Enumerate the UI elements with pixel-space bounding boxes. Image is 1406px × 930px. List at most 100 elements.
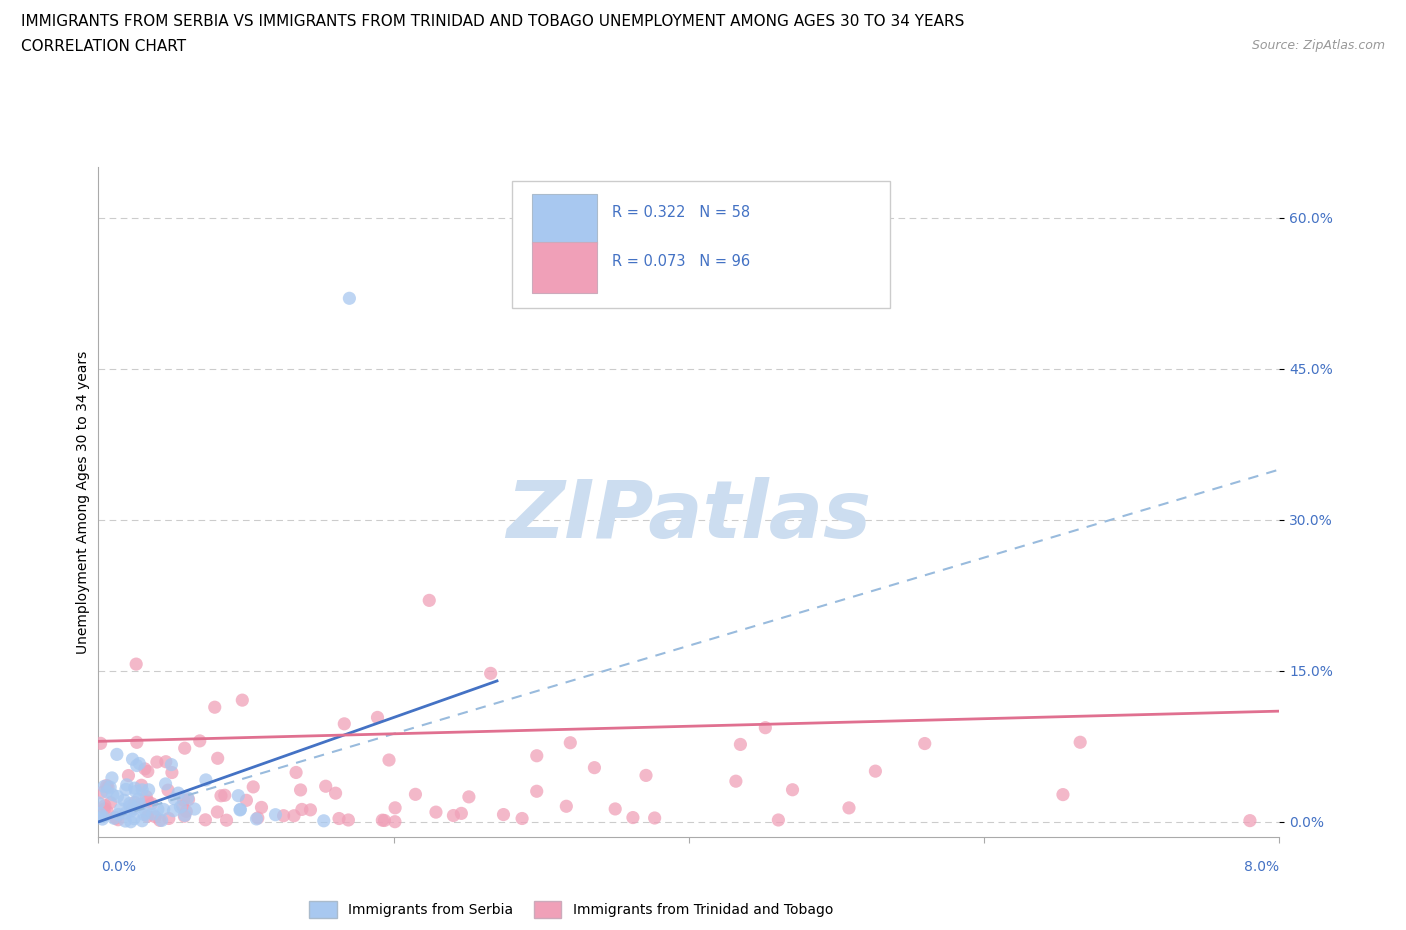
Point bbox=[242, 779, 264, 794]
Point bbox=[142, 806, 165, 821]
Point bbox=[188, 734, 211, 749]
Point bbox=[337, 291, 360, 306]
Point bbox=[87, 795, 110, 810]
FancyBboxPatch shape bbox=[512, 180, 890, 308]
Point bbox=[89, 806, 111, 821]
Point bbox=[273, 808, 295, 823]
Point bbox=[865, 764, 887, 778]
Point bbox=[1239, 813, 1261, 828]
Point bbox=[404, 787, 426, 802]
Point bbox=[209, 789, 232, 804]
Point bbox=[104, 811, 127, 826]
Point bbox=[730, 737, 752, 751]
Point bbox=[143, 809, 166, 824]
Point bbox=[118, 796, 141, 811]
Point bbox=[291, 802, 314, 817]
Point bbox=[136, 793, 159, 808]
Text: IMMIGRANTS FROM SERBIA VS IMMIGRANTS FROM TRINIDAD AND TOBAGO UNEMPLOYMENT AMONG: IMMIGRANTS FROM SERBIA VS IMMIGRANTS FRO… bbox=[21, 14, 965, 29]
Point bbox=[127, 791, 149, 806]
Point bbox=[115, 777, 138, 792]
Point bbox=[204, 699, 226, 714]
Point bbox=[163, 791, 186, 806]
Point bbox=[246, 811, 269, 826]
Point bbox=[194, 773, 217, 788]
Point bbox=[120, 804, 142, 818]
Point bbox=[122, 801, 145, 816]
Point bbox=[122, 811, 145, 826]
Point bbox=[183, 802, 205, 817]
Point bbox=[136, 764, 159, 779]
Point bbox=[173, 740, 195, 755]
Point bbox=[229, 803, 252, 817]
Point bbox=[337, 813, 360, 828]
Text: CORRELATION CHART: CORRELATION CHART bbox=[21, 39, 186, 54]
Text: 0.0%: 0.0% bbox=[101, 860, 136, 874]
Point bbox=[150, 813, 173, 828]
Point bbox=[250, 800, 273, 815]
Text: ZIPatlas: ZIPatlas bbox=[506, 476, 872, 554]
Text: Source: ZipAtlas.com: Source: ZipAtlas.com bbox=[1251, 39, 1385, 52]
Point bbox=[96, 784, 118, 799]
Point bbox=[526, 749, 548, 764]
Point bbox=[174, 804, 197, 818]
Point bbox=[135, 789, 157, 804]
Point bbox=[101, 770, 124, 785]
Point bbox=[91, 812, 114, 827]
Point bbox=[583, 760, 606, 775]
Point bbox=[146, 802, 169, 817]
Point bbox=[112, 792, 135, 807]
Point bbox=[312, 814, 335, 829]
Point bbox=[114, 805, 136, 820]
Point bbox=[450, 806, 472, 821]
Point bbox=[124, 780, 146, 795]
Point bbox=[138, 782, 160, 797]
Point bbox=[160, 765, 183, 780]
Point bbox=[155, 754, 177, 769]
Point bbox=[146, 754, 169, 769]
Point bbox=[245, 812, 267, 827]
Point bbox=[124, 784, 146, 799]
FancyBboxPatch shape bbox=[531, 243, 596, 293]
Point bbox=[555, 799, 578, 814]
Text: R = 0.073   N = 96: R = 0.073 N = 96 bbox=[612, 254, 751, 269]
Point bbox=[333, 716, 356, 731]
Point bbox=[93, 779, 115, 794]
Point bbox=[526, 784, 548, 799]
Point bbox=[105, 747, 128, 762]
Point bbox=[128, 756, 150, 771]
Point bbox=[124, 795, 146, 810]
Point bbox=[152, 802, 174, 817]
Point bbox=[96, 778, 118, 793]
Point bbox=[120, 815, 142, 830]
Point bbox=[120, 799, 142, 814]
Point bbox=[441, 808, 464, 823]
Point bbox=[768, 813, 790, 828]
Point bbox=[100, 795, 122, 810]
Point bbox=[231, 693, 253, 708]
Point bbox=[141, 796, 163, 811]
Point bbox=[299, 803, 322, 817]
Point bbox=[132, 807, 155, 822]
Point bbox=[131, 814, 153, 829]
Point bbox=[229, 802, 252, 817]
Point bbox=[226, 789, 249, 804]
Point bbox=[169, 800, 191, 815]
Point bbox=[325, 786, 347, 801]
Point bbox=[117, 768, 139, 783]
Point bbox=[510, 811, 533, 826]
Point bbox=[418, 593, 440, 608]
Point bbox=[90, 785, 112, 800]
Point bbox=[101, 787, 124, 802]
Point bbox=[290, 782, 312, 797]
Point bbox=[107, 807, 129, 822]
Point bbox=[754, 720, 776, 735]
Point bbox=[373, 813, 395, 828]
Point bbox=[479, 666, 502, 681]
Point bbox=[160, 757, 183, 772]
Point bbox=[121, 751, 143, 766]
Point bbox=[157, 783, 180, 798]
FancyBboxPatch shape bbox=[531, 194, 596, 245]
Point bbox=[724, 774, 747, 789]
Point bbox=[264, 807, 287, 822]
Point bbox=[1052, 787, 1074, 802]
